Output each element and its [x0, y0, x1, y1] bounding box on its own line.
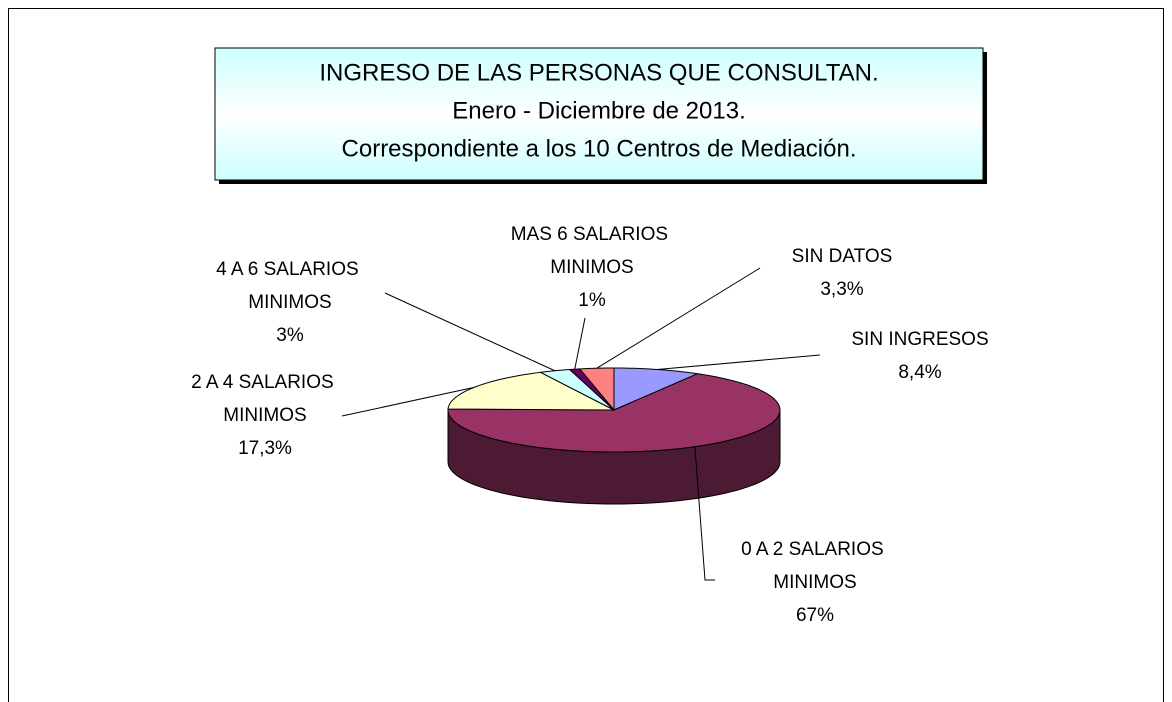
data-label-value: 8,4% — [898, 362, 941, 383]
data-label-name: 4 A 6 SALARIOS MINIMOS — [216, 259, 364, 313]
data-label-name: SIN INGRESOS — [851, 329, 988, 350]
chart-subtitle: Correspondiente a los 10 Centros de Medi… — [342, 135, 857, 162]
pie-slice — [538, 369, 615, 411]
data-label-name: MAS 6 SALARIOS MINIMOS — [511, 224, 674, 278]
pie-slice — [447, 371, 615, 411]
data-label-name: SIN DATOS — [792, 246, 893, 267]
data-label-value: 67% — [796, 605, 834, 626]
chart-subtitle: Enero - Diciembre de 2013. — [452, 97, 745, 124]
data-label-name: 0 A 2 SALARIOS MINIMOS — [741, 539, 889, 593]
data-label-value: 17,3% — [238, 438, 292, 459]
leader-line — [694, 446, 715, 581]
title-box — [214, 47, 984, 181]
data-label-value: 3% — [276, 325, 304, 346]
data-label-name: 2 A 4 SALARIOS MINIMOS — [191, 372, 339, 426]
chart-border — [8, 8, 1164, 702]
leader-line — [341, 386, 475, 417]
leader-line — [574, 317, 586, 370]
data-label-value: 3,3% — [820, 279, 863, 300]
pie-slice — [578, 367, 615, 412]
leader-line — [384, 292, 556, 372]
leader-line — [657, 354, 821, 370]
pie-slice — [447, 373, 781, 453]
data-label-value: 1% — [578, 290, 606, 311]
chart-title: INGRESO DE LAS PERSONAS QUE CONSULTAN. — [319, 59, 878, 86]
leader-line — [596, 267, 761, 369]
